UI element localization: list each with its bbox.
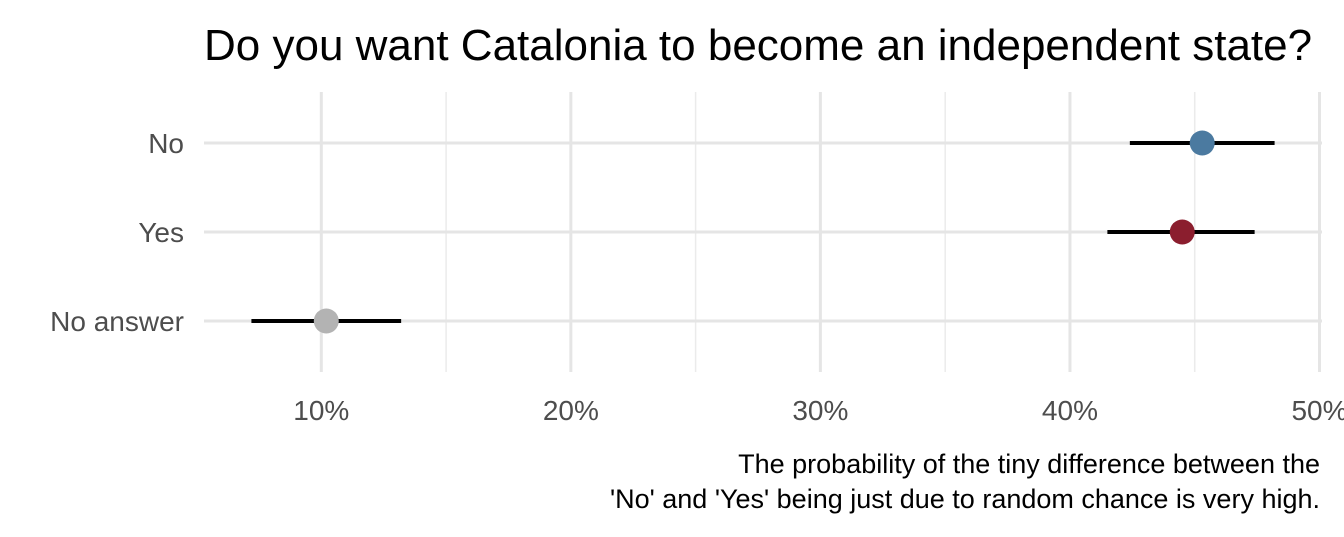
y-tick-label: No [148, 128, 184, 159]
chart-title: Do you want Catalonia to become an indep… [204, 21, 1312, 70]
data-point [1169, 219, 1195, 245]
data-point [313, 308, 339, 334]
x-tick-label: 40% [1042, 395, 1098, 426]
data-point [1189, 130, 1215, 156]
x-tick-label: 30% [792, 395, 848, 426]
y-tick-label: No answer [50, 306, 184, 337]
x-tick-label: 10% [293, 395, 349, 426]
y-axis: No Yes No answer [50, 128, 184, 337]
x-tick-label: 50% [1291, 395, 1344, 426]
x-tick-label: 20% [543, 395, 599, 426]
caption-line-1: The probability of the tiny difference b… [738, 449, 1320, 479]
caption-line-2: 'No' and 'Yes' being just due to random … [610, 484, 1320, 514]
y-tick-label: Yes [138, 217, 184, 248]
data-marks [251, 130, 1275, 334]
x-axis: 10% 20% 30% 40% 50% [293, 395, 1344, 426]
